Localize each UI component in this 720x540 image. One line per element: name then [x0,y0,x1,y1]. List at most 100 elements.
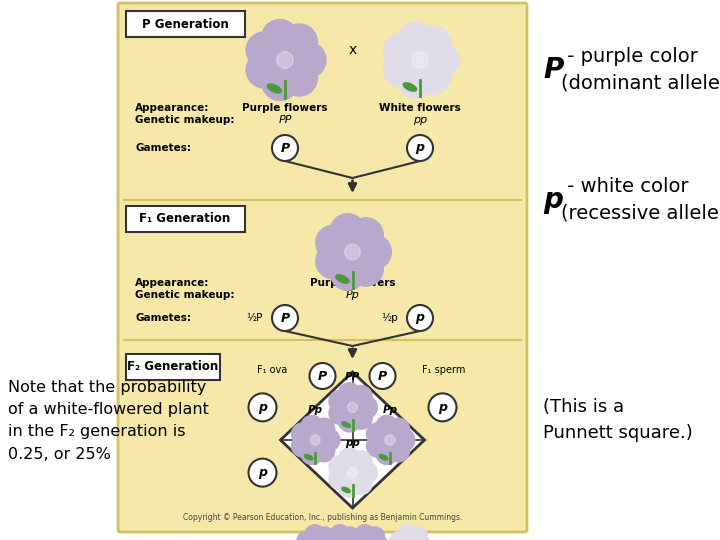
Text: (This is a
Punnett square.): (This is a Punnett square.) [543,399,693,442]
Circle shape [341,527,359,540]
Text: p: p [543,186,563,214]
Circle shape [318,429,340,451]
Text: P: P [543,56,563,84]
Circle shape [350,386,372,408]
Text: pp: pp [345,437,360,448]
Circle shape [338,475,361,497]
Circle shape [292,435,314,457]
Text: Pp: Pp [307,405,323,415]
Circle shape [348,252,383,286]
Circle shape [330,525,349,540]
Text: p: p [438,401,447,414]
Text: ½P: ½P [247,313,263,323]
Circle shape [312,418,335,440]
Circle shape [312,440,335,462]
Circle shape [310,538,325,540]
Circle shape [360,538,375,540]
Ellipse shape [267,84,282,93]
Circle shape [276,52,293,69]
FancyBboxPatch shape [126,206,245,232]
Text: - white color
(recessive allele): - white color (recessive allele) [561,177,720,222]
Text: PP: PP [345,373,360,382]
Circle shape [365,527,384,540]
Ellipse shape [342,422,351,427]
Circle shape [338,383,361,405]
Circle shape [369,363,395,389]
Circle shape [366,423,389,445]
Text: P: P [378,369,387,382]
Text: PP: PP [278,115,292,125]
Circle shape [376,442,398,464]
Text: Copyright © Pearson Education, Inc., publishing as Benjamin Cummings.: Copyright © Pearson Education, Inc., pub… [183,513,462,522]
Text: Genetic makeup:: Genetic makeup: [135,290,235,300]
Circle shape [310,363,336,389]
Text: P: P [280,312,289,325]
Text: P: P [318,369,327,382]
FancyBboxPatch shape [126,354,220,380]
Text: pp: pp [413,115,427,125]
Text: p: p [415,312,425,325]
Circle shape [428,393,456,421]
Circle shape [407,135,433,161]
Circle shape [424,43,459,77]
Text: P: P [280,141,289,154]
Circle shape [390,531,409,540]
Circle shape [343,464,361,481]
Circle shape [246,32,283,69]
Circle shape [329,456,351,478]
Circle shape [392,429,415,451]
Circle shape [345,244,361,260]
Circle shape [357,235,392,269]
Circle shape [338,410,361,432]
Text: Gametes:: Gametes: [135,313,191,323]
Circle shape [350,407,372,429]
Text: F₂ Generation: F₂ Generation [127,361,219,374]
Text: p: p [258,466,267,479]
FancyBboxPatch shape [118,3,527,532]
Circle shape [403,538,418,540]
Circle shape [387,440,410,462]
Text: F₁ ova: F₁ ova [257,365,287,375]
Circle shape [383,52,418,86]
Text: ½p: ½p [382,313,398,323]
Circle shape [329,468,351,490]
Circle shape [271,45,300,75]
Circle shape [248,458,276,487]
Ellipse shape [403,83,417,91]
Circle shape [281,59,318,96]
Circle shape [348,402,358,413]
Text: p: p [258,401,267,414]
Text: Pp: Pp [346,290,359,300]
Circle shape [387,418,410,440]
Circle shape [355,462,377,484]
Circle shape [246,52,283,88]
Circle shape [292,423,314,445]
Text: White flowers: White flowers [379,103,461,113]
Text: x: x [348,43,356,57]
Circle shape [272,305,298,331]
Circle shape [281,24,318,60]
Circle shape [261,19,298,56]
Text: Genetic makeup:: Genetic makeup: [135,115,235,125]
Circle shape [348,468,358,478]
Circle shape [330,214,365,248]
Circle shape [366,435,389,457]
Circle shape [412,52,428,68]
Circle shape [347,531,366,540]
Circle shape [416,59,451,94]
Circle shape [316,244,351,279]
Circle shape [343,399,361,416]
Circle shape [310,435,320,445]
Circle shape [383,33,418,68]
Circle shape [413,536,432,540]
Ellipse shape [379,455,388,460]
Circle shape [350,472,372,495]
Circle shape [407,305,433,331]
Circle shape [315,527,335,540]
Circle shape [355,396,377,419]
Circle shape [381,431,399,449]
Text: F₁ Generation: F₁ Generation [140,213,230,226]
Circle shape [289,42,326,78]
Circle shape [385,435,395,445]
Text: Appearance:: Appearance: [135,278,210,288]
